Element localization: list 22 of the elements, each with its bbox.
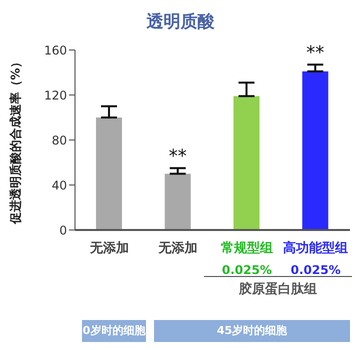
bar [96,118,122,230]
text: 胶原蛋白肽组 [238,280,318,298]
x-tick-label: 高功能型组 [283,240,348,256]
text: 0岁时的细胞 [82,320,146,342]
bar [302,71,328,230]
text: 0.025% [290,263,341,277]
x-tick-label: 无添加 [158,241,198,256]
bar [234,96,260,230]
y-tick-label: 120 [44,88,67,102]
bar [164,174,191,230]
annotation: ** [306,42,324,64]
y-tick-label: 80 [52,133,67,148]
chart-title: 透明质酸 [146,11,216,33]
y-tick-label: 160 [44,43,67,58]
y-tick-label: 40 [52,178,67,192]
x-tick-label: 无添加 [88,241,129,256]
x-tick-label: 常规型组 [220,241,273,256]
y-tick-label: 0 [59,223,67,238]
y-axis-title: 促进透明质酸的合成速率（%） [8,56,22,226]
annotation: ** [168,146,187,168]
text: 45岁时的细胞 [154,320,350,342]
text: 0.025% [222,263,272,277]
